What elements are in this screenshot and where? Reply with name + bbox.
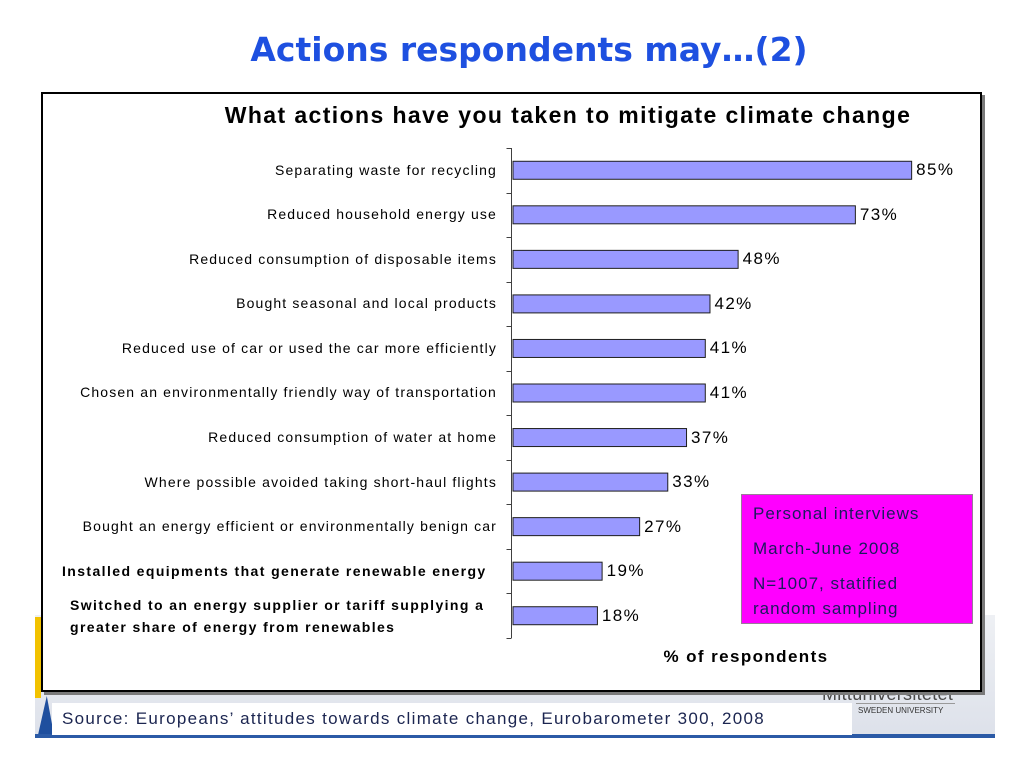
category-label-text: Bought seasonal and local products — [236, 295, 497, 312]
bar — [512, 472, 669, 492]
category-label-text: Installed equipments that generate renew… — [62, 562, 487, 579]
data-label: 41% — [709, 382, 749, 402]
data-label: 73% — [859, 204, 899, 224]
bar — [512, 606, 598, 626]
logo-tagline: SWEDEN UNIVERSITY — [858, 706, 944, 715]
category-label: Chosen an environmentally friendly way o… — [61, 371, 497, 416]
category-label-text: Switched to an energy supplier or tariff… — [70, 596, 485, 635]
category-label: Switched to an energy supplier or tariff… — [62, 593, 497, 638]
category-label-text: Reduced consumption of disposable items — [189, 250, 497, 267]
category-label: Bought an energy efficient or environmen… — [61, 504, 497, 549]
category-label-text: Reduced consumption of water at home — [208, 429, 497, 446]
data-label: 37% — [691, 427, 730, 447]
bar — [512, 428, 688, 448]
plot-area — [506, 148, 913, 639]
note-line: March-June 2008 — [753, 539, 901, 558]
source-box: Source: Europeans’ attitudes towards cli… — [52, 703, 852, 735]
x-axis-label: % of respondents — [663, 647, 829, 666]
data-label: 33% — [672, 472, 711, 492]
slide-title: Actions respondents may…(2) — [250, 30, 808, 69]
category-label: Reduced consumption of disposable items — [61, 237, 497, 282]
category-label: Installed equipments that generate renew… — [62, 549, 497, 594]
footer-rule — [35, 734, 995, 738]
data-label: 48% — [742, 249, 781, 269]
category-label: Where possible avoided taking short-haul… — [61, 460, 497, 505]
bar — [512, 249, 739, 269]
bar — [512, 338, 706, 358]
logo-divider — [856, 703, 955, 704]
bar — [512, 383, 706, 403]
data-label: 18% — [601, 605, 641, 625]
category-label-text: Chosen an environmentally friendly way o… — [80, 384, 497, 401]
category-label: Reduced use of car or used the car more … — [61, 326, 497, 371]
footer-accent-stripe — [35, 617, 41, 698]
category-label-text: Reduced use of car or used the car more … — [121, 339, 497, 356]
category-label-text: Where possible avoided taking short-haul… — [144, 473, 497, 490]
category-label-text: Separating waste for recycling — [274, 161, 497, 178]
category-label: Reduced consumption of water at home — [61, 415, 497, 460]
data-label: 42% — [714, 293, 753, 313]
note-line: Personal interviews — [753, 504, 920, 523]
data-label: 85% — [916, 160, 955, 180]
data-label: 19% — [606, 561, 645, 581]
bar — [512, 517, 641, 537]
category-label-text: Bought an energy efficient or environmen… — [82, 518, 497, 535]
category-label: Bought seasonal and local products — [61, 282, 497, 327]
bar — [512, 294, 711, 314]
category-label: Reduced household energy use — [61, 193, 497, 238]
bar — [512, 561, 603, 581]
source-text: Source: Europeans’ attitudes towards cli… — [62, 709, 765, 728]
category-label: Separating waste for recycling — [61, 148, 497, 193]
chart-frame: What actions have you taken to mitigate … — [41, 92, 982, 692]
data-labels: 85% 73% 48% 42% 41% 41% 37% 33% 27% 19% 18% — [41, 92, 982, 692]
bar — [512, 160, 913, 180]
category-label-text: Reduced household energy use — [267, 206, 497, 223]
data-label: 27% — [644, 516, 683, 536]
data-label: 41% — [709, 338, 749, 358]
bar — [512, 205, 856, 225]
note-line: N=1007, statified random sampling — [753, 574, 899, 618]
methodology-note-box: Personal interviews March-June 2008 N=10… — [741, 494, 973, 624]
category-labels: Separating waste for recycling Reduced ho… — [41, 92, 982, 692]
chart-title: What actions have you taken to mitigate … — [224, 102, 912, 128]
